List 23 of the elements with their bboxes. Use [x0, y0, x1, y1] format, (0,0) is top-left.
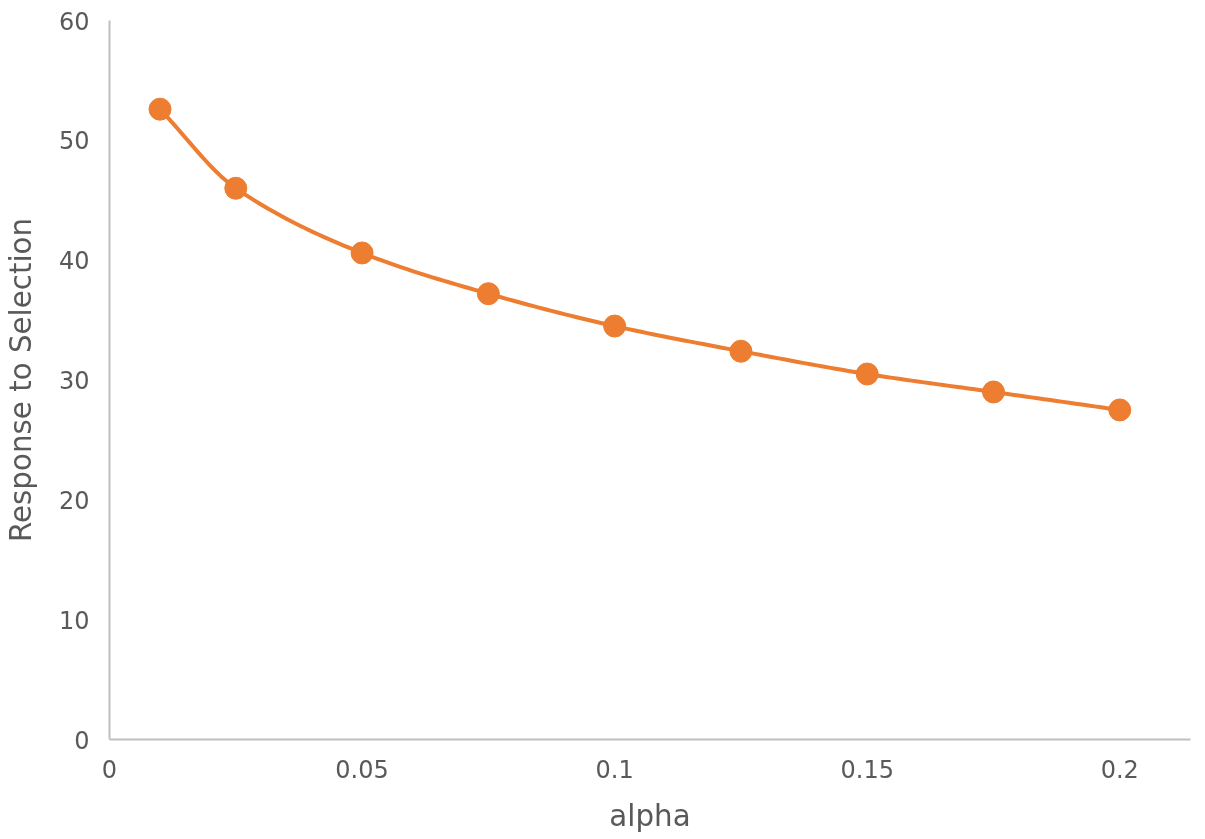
x-axis-title: alpha	[609, 798, 691, 833]
y-tick-label: 20	[58, 486, 90, 515]
x-tick-label: 0.1	[595, 755, 634, 784]
y-tick-label: 0	[74, 726, 90, 755]
x-tick-label: 0.2	[1100, 755, 1139, 784]
point	[982, 380, 1005, 404]
point	[476, 282, 500, 306]
x-tick-label: 0.15	[840, 755, 894, 784]
point	[350, 241, 374, 265]
y-tick-label: 50	[58, 127, 90, 156]
point	[603, 314, 627, 338]
y-axis-title: Response to Selection	[3, 217, 38, 543]
y-tick-label: 10	[58, 606, 90, 635]
y-tick-label: 30	[58, 367, 90, 395]
point	[855, 362, 879, 386]
point	[148, 97, 172, 121]
y-tick-label: 40	[58, 247, 90, 276]
y-tick-label: 60	[58, 7, 90, 36]
point	[729, 339, 753, 363]
x-tick-label: 0.05	[335, 755, 389, 784]
x-tick-label: 0	[101, 755, 118, 784]
point	[224, 176, 248, 200]
point	[1108, 398, 1132, 422]
